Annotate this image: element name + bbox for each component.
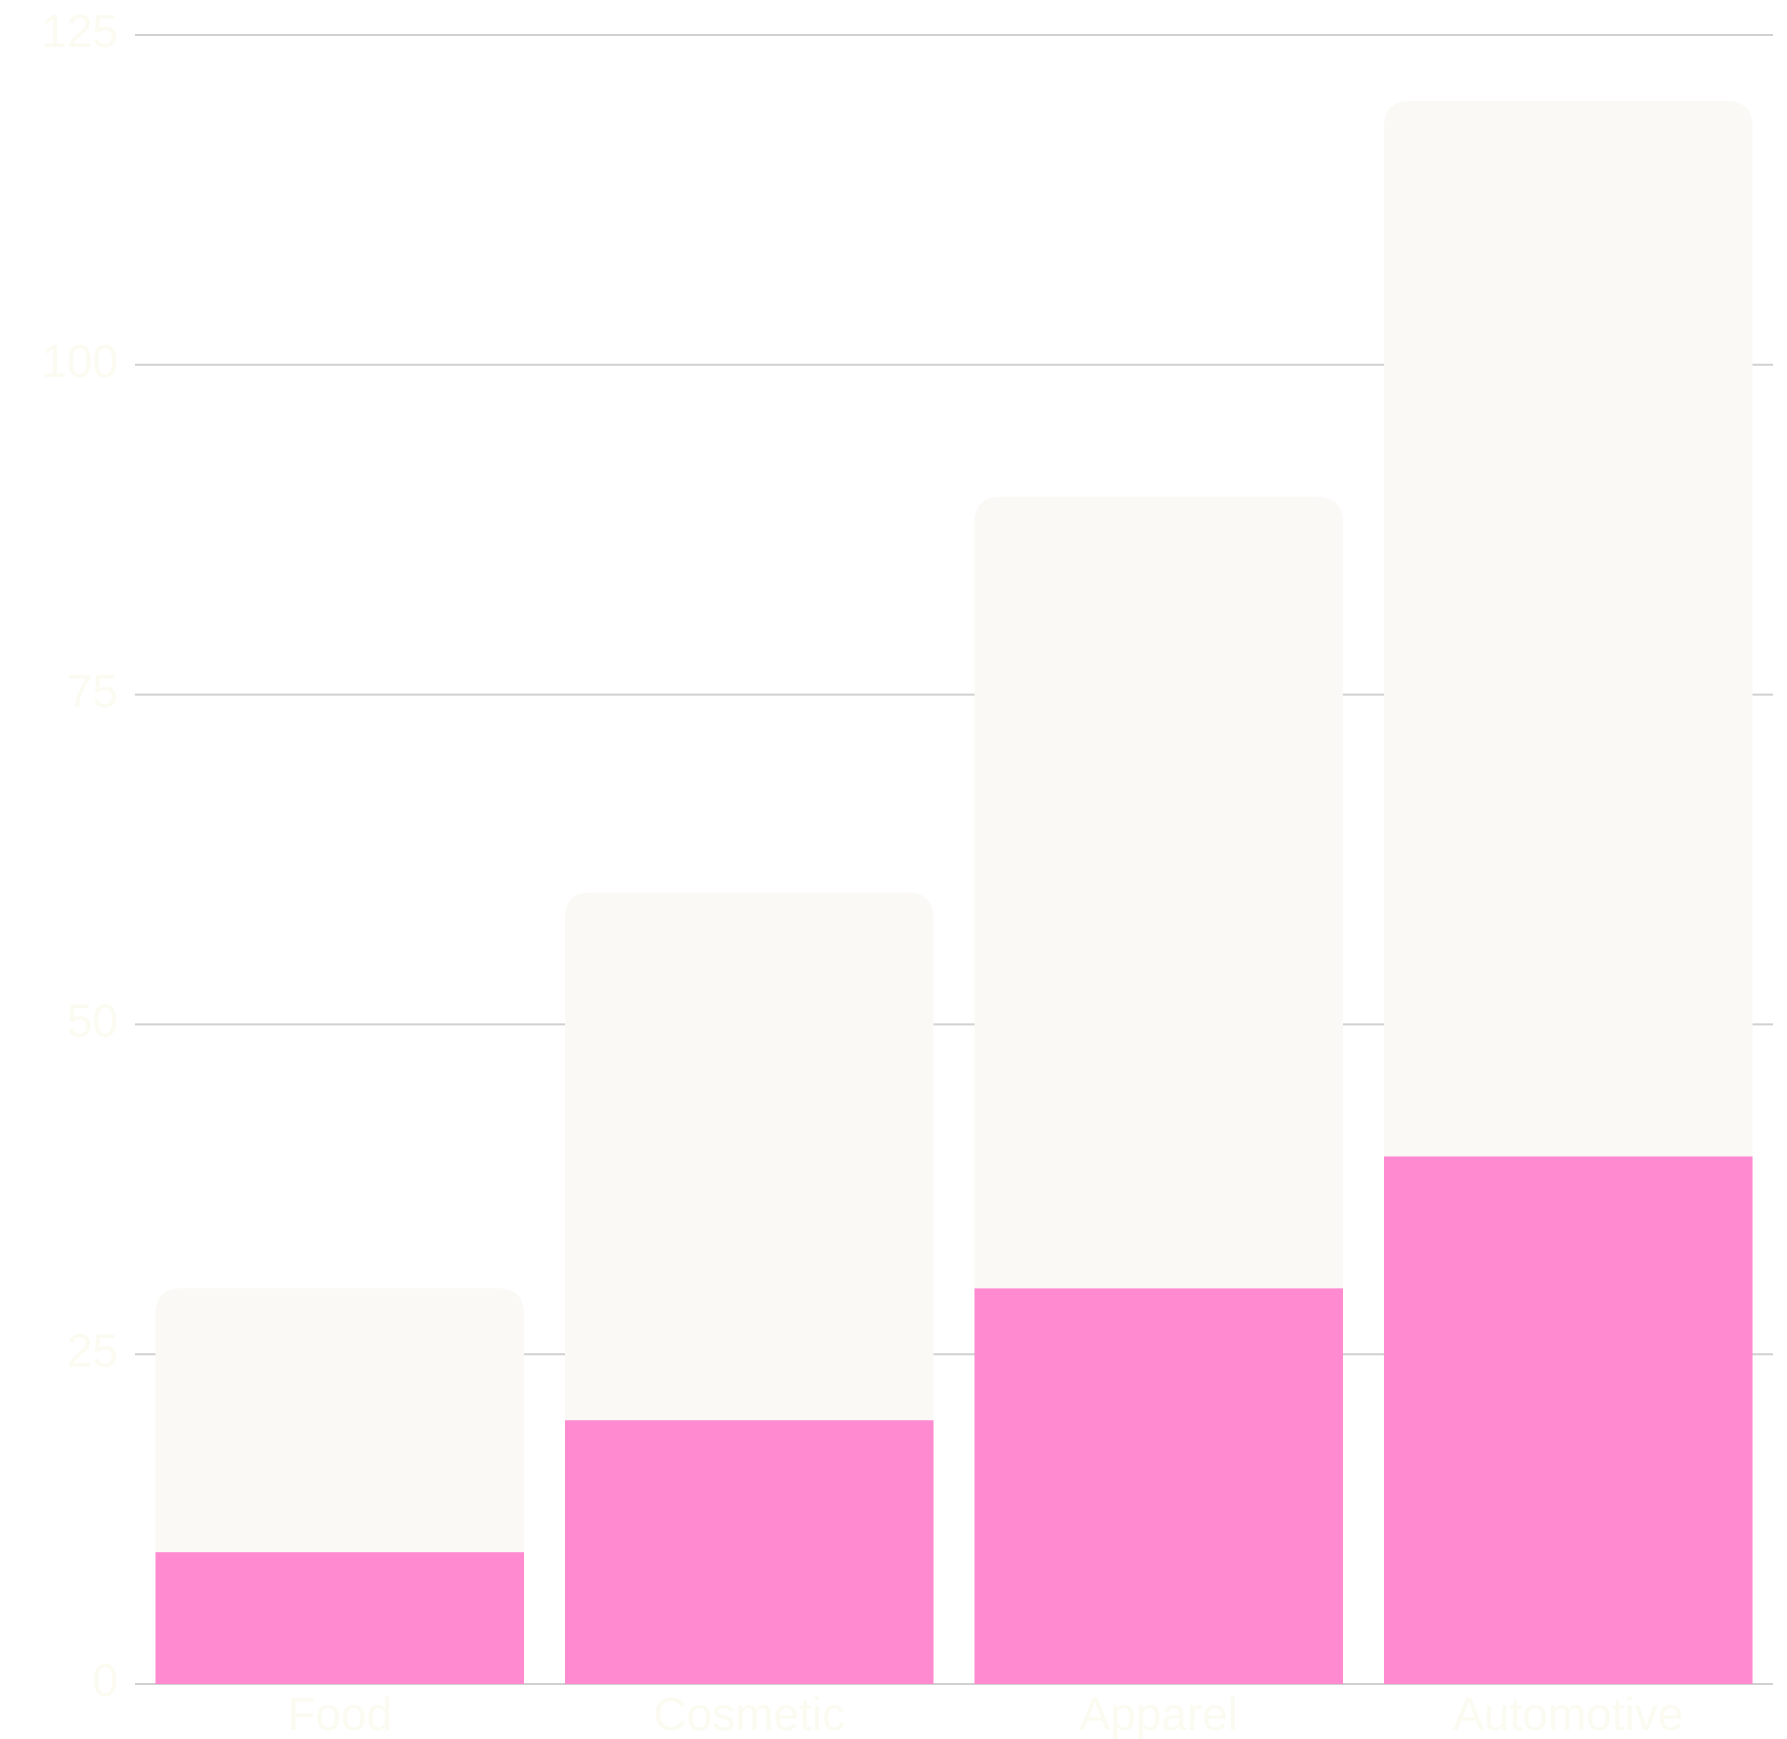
x-tick-label: Automotive <box>1453 1688 1683 1739</box>
y-tick-label: 75 <box>67 665 118 717</box>
y-tick-label: 125 <box>41 5 118 57</box>
bar-segment <box>1383 100 1753 1157</box>
x-tick-label: Food <box>287 1688 392 1739</box>
y-tick-label: 100 <box>41 335 118 387</box>
x-tick-label: Cosmetic <box>653 1688 845 1739</box>
bar-segment <box>155 1288 525 1553</box>
bar-segment <box>974 496 1344 1289</box>
bar-segment <box>974 1288 1344 1684</box>
y-tick-label: 50 <box>67 995 118 1047</box>
bar-segment <box>155 1552 525 1684</box>
y-tick-label: 25 <box>67 1324 118 1376</box>
bar-segment <box>564 1420 934 1684</box>
y-tick-label: 0 <box>92 1654 118 1706</box>
bar-segment <box>564 892 934 1421</box>
bar-segment <box>1383 1156 1753 1684</box>
x-tick-label: Apparel <box>1079 1688 1238 1739</box>
